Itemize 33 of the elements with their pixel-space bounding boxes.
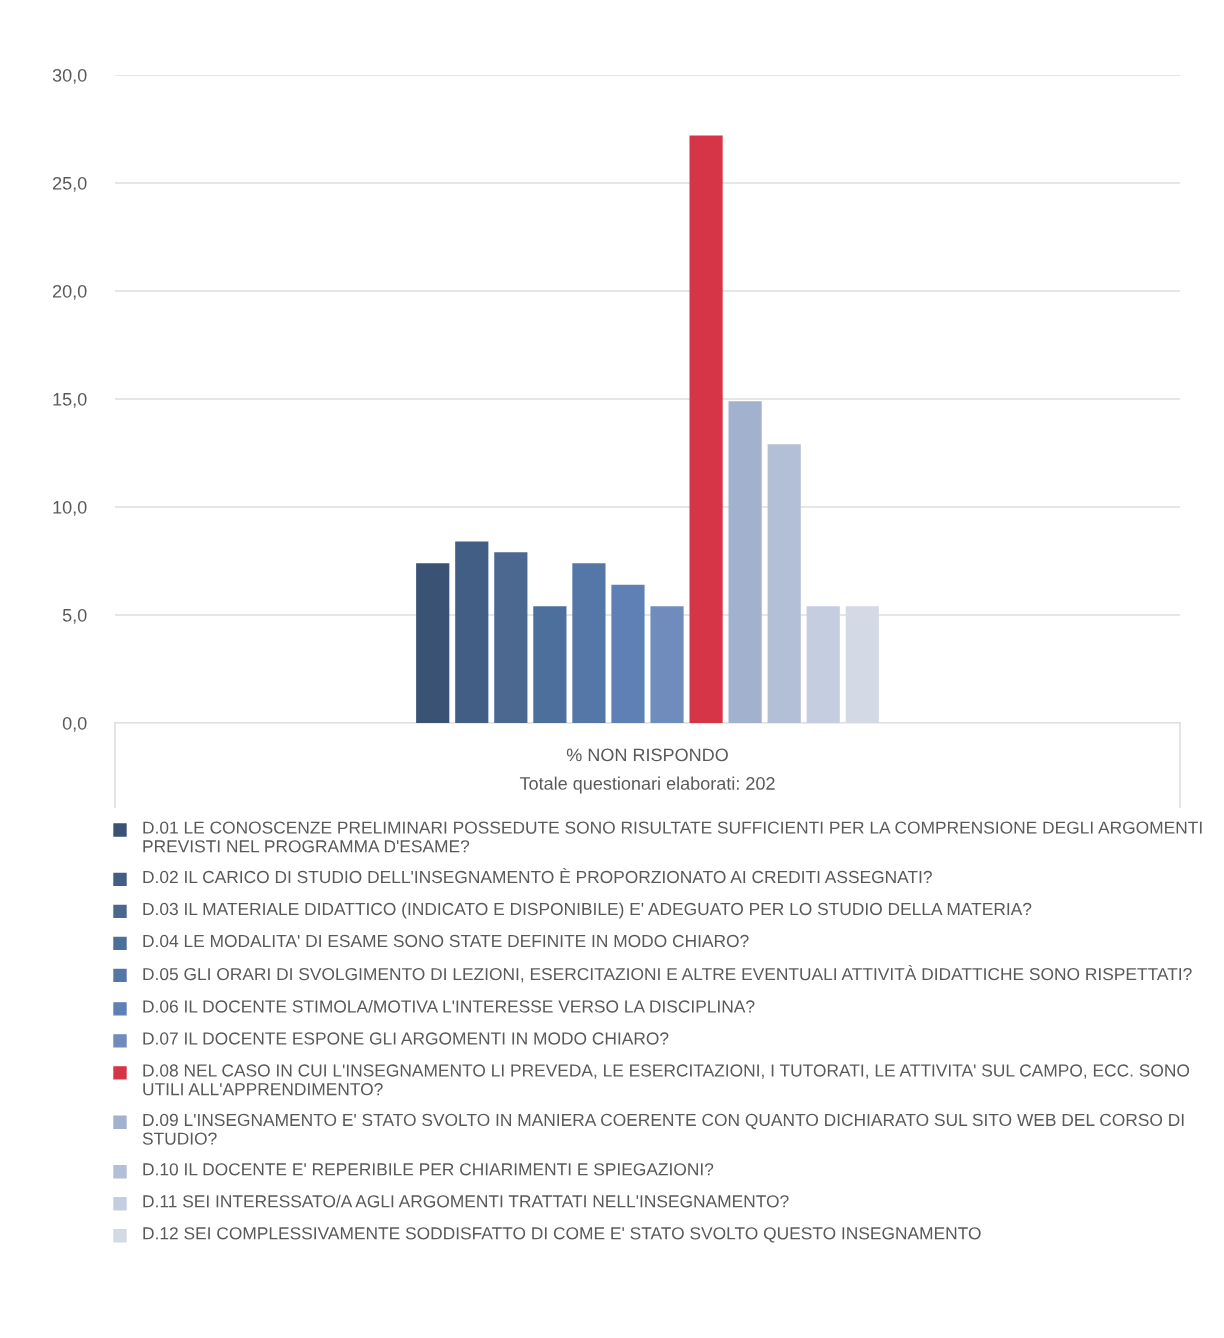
legend-label: D.05 GLI ORARI DI SVOLGIMENTO DI LEZIONI, ESERCITAZIONI E ALTRE EVENTUALI ATTIVITÀ DIDATTICHE SONO RISPETTATI?	[143, 965, 1192, 983]
text: Totale questionari elaborati: 202	[519, 776, 775, 794]
x-tick-label: % NON RISPONDO	[566, 748, 728, 762]
bar	[533, 606, 567, 723]
legend-label: D.10 IL DOCENTE E' REPERIBILE PER CHIARIMENTI E SPIEGAZIONI?	[143, 1163, 714, 1176]
legend-label: D.09 L'INSEGNAMENTO E' STATO SVOLTO IN MANIERA COERENTE CON QUANTO DICHIARATO SUL SITO WEB DEL CORSO DI STUDIO?	[142, 1113, 1184, 1145]
legend-label: D.12 SEI COMPLESSIVAMENTE SODDISFATTO DI COME E' STATO SVOLTO QUESTO INSEGNAMENTO	[143, 1227, 981, 1243]
legend-label: D.02 IL CARICO DI STUDIO DELL'INSEGNAMENTO È PROPORZIONATO AI CREDITI ASSEGNATI?	[143, 867, 932, 884]
legend-label: D.04 LE MODALITA' DI ESAME SONO STATE DEFINITE IN MODO CHIARO?	[143, 934, 749, 948]
bar	[494, 552, 528, 723]
bar	[572, 563, 606, 723]
y-tick-label: 15,0	[53, 392, 87, 408]
bar	[728, 401, 762, 723]
y-tick-label: 0,0	[62, 716, 87, 732]
y-tick-label: 30,0	[52, 68, 87, 84]
legend-label: D.08 NEL CASO IN CUI L'INSEGNAMENTO LI PREVEDA, LE ESERCITAZIONI, I TUTORATI, LE ATTIVITA' SUL CAMPO, ECC. SONO UTILI ALL'APPRENDIMENTO?	[143, 1064, 1190, 1096]
bar	[845, 606, 879, 723]
bar	[455, 541, 489, 723]
y-tick-label: 5,0	[62, 608, 87, 624]
bar	[767, 444, 801, 723]
legend-label: D.07 IL DOCENTE ESPONE GLI ARGOMENTI IN MODO CHIARO?	[143, 1032, 669, 1045]
bar	[611, 584, 645, 723]
y-tick-label: 20,0	[52, 284, 87, 300]
bar	[689, 135, 723, 723]
bar	[416, 563, 450, 723]
legend-label: D.11 SEI INTERESSATO/A AGLI ARGOMENTI TRATTATI NELL'INSEGNAMENTO?	[143, 1194, 789, 1208]
bar	[650, 606, 684, 723]
y-tick-label: 10,0	[53, 500, 87, 516]
y-tick-label: 25,0	[52, 176, 87, 192]
legend-label: D.06 IL DOCENTE STIMOLA/MOTIVA L'INTERESSE VERSO LA DISCIPLINA?	[143, 999, 755, 1013]
legend-label: D.01 LE CONOSCENZE PRELIMINARI POSSEDUTE SONO RISULTATE SUFFICIENTI PER LA COMPRENSIONE DEGLI ARGOMENTI PREVISTI NEL PROGRAMMA D'ESAME?	[143, 821, 1202, 853]
bar	[806, 606, 840, 723]
legend-label: D.03 IL MATERIALE DIDATTICO (INDICATO E DISPONIBILE) E' ADEGUATO PER LO STUDIO DELLA MATERIA?	[143, 902, 1032, 919]
